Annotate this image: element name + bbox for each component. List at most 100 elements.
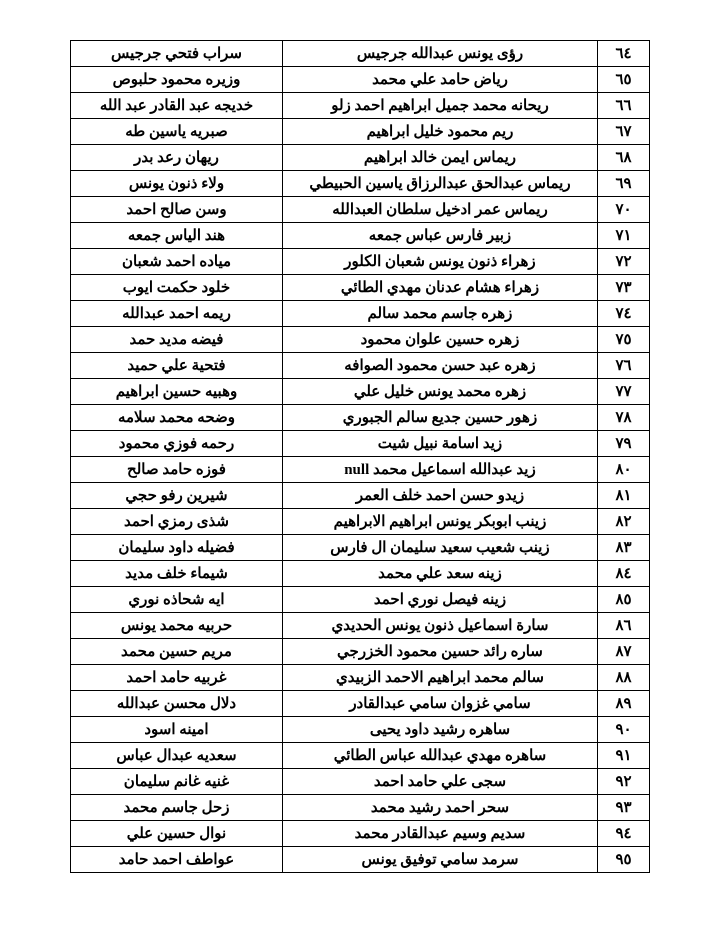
name-primary: زهره جاسم محمد سالم	[282, 301, 597, 327]
name-primary: زبير فارس عباس جمعه	[282, 223, 597, 249]
table-row: ٨١زيدو حسن احمد خلف العمرشيرين رفو حجي	[71, 483, 650, 509]
table-row: ٨٥زينه فيصل نوري احمدايه شحاذه نوري	[71, 587, 650, 613]
name-secondary: مريم حسين محمد	[71, 639, 283, 665]
name-primary: ساهره مهدي عبدالله عباس الطائي	[282, 743, 597, 769]
table-row: ٦٦ريحانه محمد جميل ابراهيم احمد زلوخديجه…	[71, 93, 650, 119]
name-primary: زينب شعيب سعيد سليمان ال فارس	[282, 535, 597, 561]
row-number: ٦٩	[598, 171, 650, 197]
name-secondary: نوال حسين علي	[71, 821, 283, 847]
row-number: ٨٠	[598, 457, 650, 483]
table-row: ٩١ساهره مهدي عبدالله عباس الطائيسعديه عب…	[71, 743, 650, 769]
row-number: ٨٨	[598, 665, 650, 691]
table-row: ٧٤زهره جاسم محمد سالمريمه احمد عبدالله	[71, 301, 650, 327]
row-number: ٦٨	[598, 145, 650, 171]
table-row: ٦٤رؤى يونس عبدالله جرجيسسراب فتحي جرجيس	[71, 41, 650, 67]
name-primary: زهراء هشام عدنان مهدي الطائي	[282, 275, 597, 301]
name-primary: ساهره رشيد داود يحيى	[282, 717, 597, 743]
name-primary: زهور حسين جديع سالم الجبوري	[282, 405, 597, 431]
row-number: ٩٢	[598, 769, 650, 795]
table-row: ٩٠ساهره رشيد داود يحيىامينه اسود	[71, 717, 650, 743]
row-number: ٨٤	[598, 561, 650, 587]
name-primary: زهره محمد يونس خليل علي	[282, 379, 597, 405]
table-row: ٨٩سامي غزوان سامي عبدالقادردلال محسن عبد…	[71, 691, 650, 717]
table-row: ٩٢سجى علي حامد احمدغنيه غانم سليمان	[71, 769, 650, 795]
name-secondary: مياده احمد شعبان	[71, 249, 283, 275]
row-number: ٧٧	[598, 379, 650, 405]
name-primary: سجى علي حامد احمد	[282, 769, 597, 795]
name-secondary: فتحية علي حميد	[71, 353, 283, 379]
row-number: ٨٢	[598, 509, 650, 535]
name-primary: زيد عبدالله اسماعيل محمد null	[282, 457, 597, 483]
name-secondary: سراب فتحي جرجيس	[71, 41, 283, 67]
name-secondary: صبريه ياسين طه	[71, 119, 283, 145]
table-row: ٧١زبير فارس عباس جمعههند الياس جمعه	[71, 223, 650, 249]
name-secondary: ايه شحاذه نوري	[71, 587, 283, 613]
name-primary: سالم محمد ابراهيم الاحمد الزبيدي	[282, 665, 597, 691]
table-row: ٨٣زينب شعيب سعيد سليمان ال فارسفضيله داو…	[71, 535, 650, 561]
name-secondary: شيماء خلف مديد	[71, 561, 283, 587]
table-row: ٨٨سالم محمد ابراهيم الاحمد الزبيديغربيه …	[71, 665, 650, 691]
table-row: ٨٢زينب ابوبكر يونس ابراهيم الابراهيمشذى …	[71, 509, 650, 535]
name-primary: رياض حامد علي محمد	[282, 67, 597, 93]
row-number: ٨٣	[598, 535, 650, 561]
table-row: ٦٩ريماس عبدالحق عبدالرزاق ياسين الحبيطيو…	[71, 171, 650, 197]
row-number: ٨٦	[598, 613, 650, 639]
name-secondary: فضيله داود سليمان	[71, 535, 283, 561]
table-row: ٦٥رياض حامد علي محمدوزيره محمود حلبوص	[71, 67, 650, 93]
name-primary: زينب ابوبكر يونس ابراهيم الابراهيم	[282, 509, 597, 535]
table-row: ٨٦سارة اسماعيل ذنون يونس الحديديحربيه مح…	[71, 613, 650, 639]
name-primary: ريماس ايمن خالد ابراهيم	[282, 145, 597, 171]
name-secondary: هند الياس جمعه	[71, 223, 283, 249]
name-secondary: خلود حكمت ايوب	[71, 275, 283, 301]
name-primary: سارة اسماعيل ذنون يونس الحديدي	[282, 613, 597, 639]
name-primary: زيدو حسن احمد خلف العمر	[282, 483, 597, 509]
row-number: ٦٤	[598, 41, 650, 67]
name-secondary: سعديه عبدال عباس	[71, 743, 283, 769]
name-secondary: عواطف احمد حامد	[71, 847, 283, 873]
table-row: ٨٠زيد عبدالله اسماعيل محمد nullفوزه حامد…	[71, 457, 650, 483]
name-secondary: غربيه حامد احمد	[71, 665, 283, 691]
row-number: ٩٣	[598, 795, 650, 821]
row-number: ٧٢	[598, 249, 650, 275]
names-table: ٦٤رؤى يونس عبدالله جرجيسسراب فتحي جرجيس٦…	[70, 40, 650, 873]
name-secondary: زحل جاسم محمد	[71, 795, 283, 821]
table-row: ٧٦زهره عبد حسن محمود الصوافهفتحية علي حم…	[71, 353, 650, 379]
name-secondary: امينه اسود	[71, 717, 283, 743]
row-number: ٧٩	[598, 431, 650, 457]
name-primary: ريماس عمر ادخيل سلطان العبدالله	[282, 197, 597, 223]
name-secondary: ريمه احمد عبدالله	[71, 301, 283, 327]
name-primary: ريم محمود خليل ابراهيم	[282, 119, 597, 145]
name-secondary: ريهان رعد بدر	[71, 145, 283, 171]
row-number: ٦٥	[598, 67, 650, 93]
name-primary: رؤى يونس عبدالله جرجيس	[282, 41, 597, 67]
name-secondary: وزيره محمود حلبوص	[71, 67, 283, 93]
name-secondary: غنيه غانم سليمان	[71, 769, 283, 795]
table-body: ٦٤رؤى يونس عبدالله جرجيسسراب فتحي جرجيس٦…	[71, 41, 650, 873]
name-primary: ساره رائد حسين محمود الخزرجي	[282, 639, 597, 665]
table-row: ٩٤سديم وسيم عبدالقادر محمدنوال حسين علي	[71, 821, 650, 847]
name-primary: سرمد سامي توفيق يونس	[282, 847, 597, 873]
name-secondary: دلال محسن عبدالله	[71, 691, 283, 717]
name-primary: ريحانه محمد جميل ابراهيم احمد زلو	[282, 93, 597, 119]
row-number: ٩٠	[598, 717, 650, 743]
row-number: ٧١	[598, 223, 650, 249]
name-primary: زيد اسامة نبيل شيت	[282, 431, 597, 457]
row-number: ٨٧	[598, 639, 650, 665]
table-row: ٧٩زيد اسامة نبيل شيترحمه فوزي محمود	[71, 431, 650, 457]
table-row: ٧٣زهراء هشام عدنان مهدي الطائيخلود حكمت …	[71, 275, 650, 301]
name-secondary: شيرين رفو حجي	[71, 483, 283, 509]
table-row: ٧٢زهراء ذنون يونس شعبان الكلورمياده احمد…	[71, 249, 650, 275]
table-row: ٦٨ريماس ايمن خالد ابراهيمريهان رعد بدر	[71, 145, 650, 171]
name-primary: ريماس عبدالحق عبدالرزاق ياسين الحبيطي	[282, 171, 597, 197]
row-number: ٧٣	[598, 275, 650, 301]
name-secondary: فوزه حامد صالح	[71, 457, 283, 483]
name-secondary: وهبيه حسين ابراهيم	[71, 379, 283, 405]
name-secondary: ولاء ذنون يونس	[71, 171, 283, 197]
name-secondary: شذى رمزي احمد	[71, 509, 283, 535]
row-number: ٨١	[598, 483, 650, 509]
table-row: ٨٤زينه سعد علي محمدشيماء خلف مديد	[71, 561, 650, 587]
name-primary: زينه فيصل نوري احمد	[282, 587, 597, 613]
table-row: ٧٧زهره محمد يونس خليل عليوهبيه حسين ابرا…	[71, 379, 650, 405]
name-secondary: وضحه محمد سلامه	[71, 405, 283, 431]
table-row: ٦٧ريم محمود خليل ابراهيمصبريه ياسين طه	[71, 119, 650, 145]
